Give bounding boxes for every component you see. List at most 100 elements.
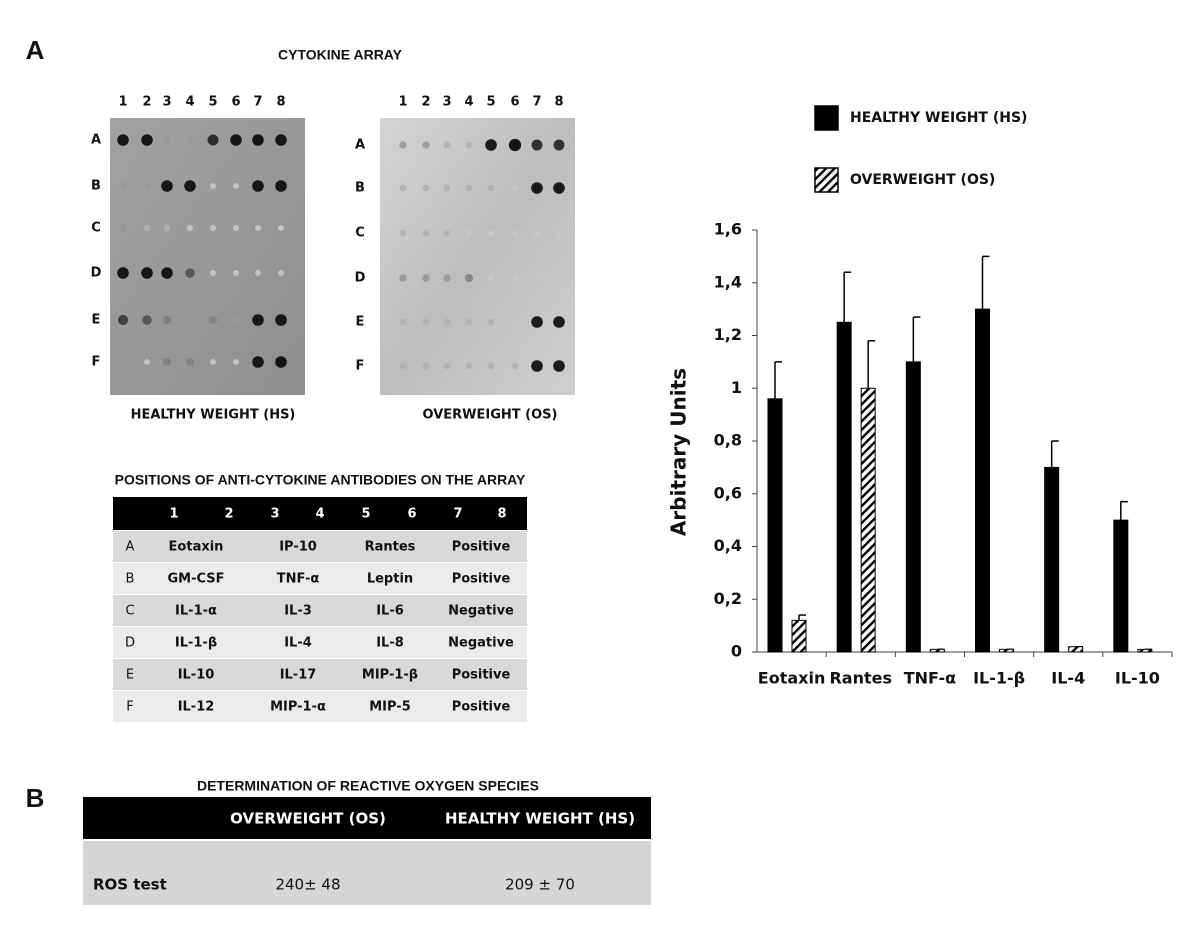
blot-spot [119,182,127,190]
blot-spot [422,229,430,237]
table-cell: IL-10 [178,668,215,683]
row-label: B [355,181,365,196]
blot-spot [141,267,153,279]
column-label: 3 [162,95,171,110]
column-label: 7 [532,95,541,110]
bar [905,361,921,653]
column-label: 1 [118,95,127,110]
blot-spot [443,274,451,282]
blot-spot [443,318,451,326]
blot-spot [512,185,518,191]
y-tick-label: 0,6 [714,483,742,502]
blot-spot [443,362,451,370]
blot-spot [534,275,540,281]
table-cell: Positive [452,572,511,587]
table-cell: MIP-5 [369,700,411,715]
legend-swatch [814,105,839,131]
legend-swatch [814,167,839,193]
blot-spot [399,229,407,237]
x-tick-label: IL-4 [1051,669,1085,688]
column-label: 5 [208,95,217,110]
y-tick-label: 1,2 [714,325,742,344]
x-tick-label: IL-10 [1115,669,1160,688]
blot-spot [210,270,216,276]
blot-spot [531,182,543,194]
table-header-cell: 4 [315,507,324,522]
blot-caption: HEALTHY WEIGHT (HS) [131,408,296,423]
table-header-cell: 7 [453,507,462,522]
blot-spot [534,230,540,236]
y-tick-label: 1,4 [714,272,742,291]
blot-spot [161,180,173,192]
table-cell: ROS test [93,876,167,894]
blot-spot [143,224,151,232]
blot-spot [422,141,430,149]
row-label: C [91,221,101,236]
blot-spot [230,134,242,146]
blot-spot [443,141,451,149]
table-title: DETERMINATION OF REACTIVE OXYGEN SPECIES [197,778,539,794]
legend-label: OVERWEIGHT (OS) [850,172,995,188]
table-cell: Negative [448,636,514,651]
bar [767,398,783,653]
column-label: 4 [464,95,473,110]
row-label: D [355,271,366,286]
blot-spot [185,268,195,278]
blot-spot [163,224,171,232]
blot-spot [119,224,127,232]
blot-image [110,118,305,395]
blot-spot [488,275,494,281]
row-label: E [356,315,365,330]
table-row [113,691,527,722]
blot-spot [422,184,430,192]
blot-spot [399,184,407,192]
blot-spot [512,319,518,325]
blot-spot [485,139,497,151]
column-label: 6 [510,95,519,110]
table-cell: IL-6 [376,604,404,619]
blot-spot [232,316,240,324]
blot-spot [275,180,287,192]
table-cell: TNF-α [277,572,320,587]
row-label: F [356,359,365,374]
y-axis-label: Arbitrary Units [667,368,691,536]
row-label: E [92,313,101,328]
table-header-cell: 8 [497,507,506,522]
bar [1137,648,1153,653]
panel-label: A [26,35,45,65]
blot-spot [487,362,495,370]
row-label: B [91,179,101,194]
table-cell: GM-CSF [167,572,224,587]
x-tick-label: Eotaxin [758,669,826,688]
table-cell: F [126,700,133,715]
blot-spot [210,225,216,231]
blot-image [380,118,575,395]
blot-spot [556,275,562,281]
array-title: CYTOKINE ARRAY [278,47,403,63]
y-tick-label: 0,8 [714,431,742,450]
blot-spot [278,270,284,276]
table-header-cell: OVERWEIGHT (OS) [230,810,386,828]
bar [1044,466,1060,653]
column-label: 3 [442,95,451,110]
table-header [113,497,527,530]
bar [1113,519,1129,653]
blot-spot [443,229,451,237]
table-row [113,627,527,658]
table-cell: IL-3 [284,604,312,619]
table-cell: Negative [448,604,514,619]
table-cell: IL-8 [376,636,404,651]
blot-spot [210,359,216,365]
blot-spot [531,139,543,151]
row-label: D [91,266,102,281]
table-cell: IL-1-β [175,636,217,651]
table-cell: B [126,572,135,587]
table-header-cell: 6 [407,507,416,522]
table-cell: MIP-1-α [270,700,326,715]
blot-spot [487,318,495,326]
blot-spot [278,225,284,231]
table-title: POSITIONS OF ANTI-CYTOKINE ANTIBODIES ON… [115,472,526,488]
blot-spot [553,316,565,328]
column-label: 8 [554,95,563,110]
blot-spot [556,230,562,236]
